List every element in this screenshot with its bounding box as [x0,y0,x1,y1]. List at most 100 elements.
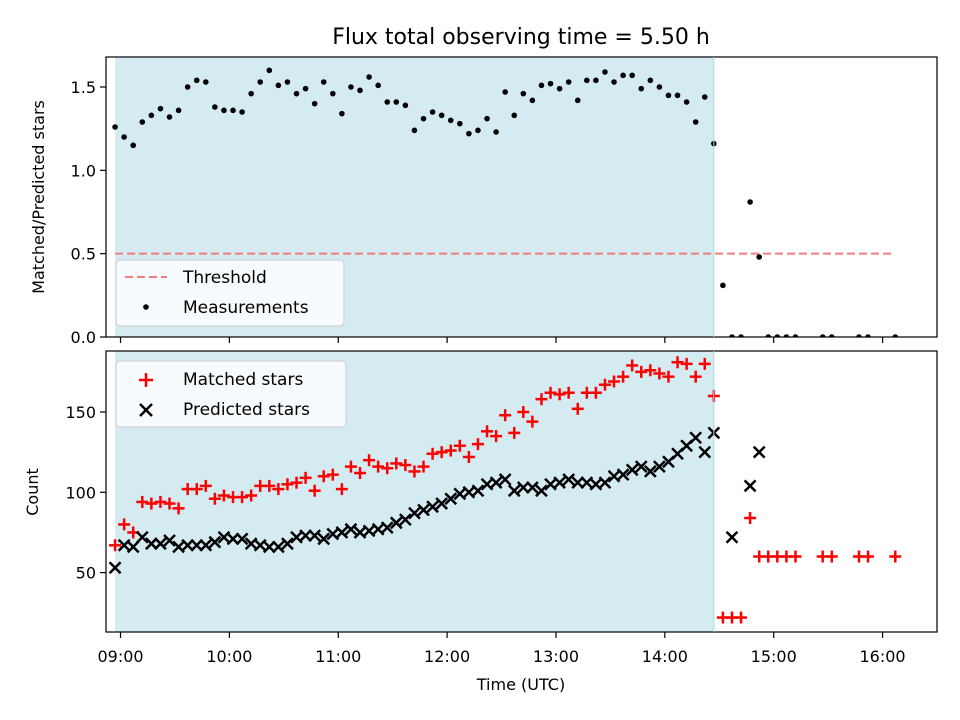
measurement-point [275,82,282,89]
bottom-y-axis-label: Count [23,468,42,516]
measurement-point [584,77,590,84]
predicted-star-point [625,463,639,477]
measurement-point [756,254,762,260]
matched-star-point [471,438,484,451]
matched-star-point [399,459,412,472]
matched-star-point [190,483,203,496]
predicted-star-point [426,500,439,514]
measurement-point [692,119,699,125]
measurement-point [284,79,291,85]
matched-star-point [263,479,276,492]
measurement-point [330,90,336,97]
matched-star-point [517,406,530,419]
top-panel-frame [105,56,938,338]
y-tick-label: 50 [76,564,96,583]
matched-star-point [136,495,149,508]
measurement-point [257,79,264,85]
legend-matched-label: Matched stars [183,370,303,390]
measurement-point [783,334,790,337]
matched-star-point [689,370,702,383]
bottom-y-axis: 50 100 150 [65,403,106,583]
matched-star-point [381,462,394,475]
predicted-star-point [408,506,421,520]
predicted-star-point [108,561,122,575]
measurement-point [493,129,499,135]
y-tick-label: 1.5 [71,78,96,97]
matched-star-point [326,468,339,481]
top-panel-marks [112,67,899,337]
predicted-star-point [562,473,576,486]
matched-star-point [408,465,421,478]
measurement-point [828,334,835,337]
measurement-point [339,110,345,117]
matched-star-point [662,370,675,383]
measurement-point [184,84,191,90]
measurement-point [484,115,490,122]
matched-star-point [490,430,503,443]
measurement-point [520,90,527,97]
measurement-point [683,99,690,105]
predicted-star-point [308,529,322,543]
predicted-star-point [489,476,503,490]
matched-star-point [481,425,494,438]
matched-star-point [889,550,902,563]
measurement-point [357,87,363,94]
matched-star-point [825,550,838,563]
measurement-point [611,79,617,85]
matched-star-point [626,359,639,372]
matched-star-point [245,489,258,502]
top-y-axis-label: Matched/Predicted stars [29,100,48,294]
predicted-star-point [444,492,458,506]
matched-star-point [735,611,748,624]
measurement-point [529,97,536,104]
measurement-point [738,334,744,337]
measurement-point [457,120,463,127]
matched-star-point [208,492,221,505]
predicted-star-point [498,473,512,486]
matched-star-point [698,357,711,370]
matched-star-point [526,415,539,428]
matched-star-point [535,393,548,406]
predicted-star-point [471,484,485,498]
chart-title: Flux total observing time = 5.50 h [332,25,710,50]
y-tick-label: 0.5 [71,245,96,264]
bottom-panel: 50 100 150 09:00 10:00 11:00 12:00 13:00 14:00 1… [23,350,938,694]
matched-star-point [453,439,466,452]
x-tick-label: 16:00 [860,647,906,666]
measurement-point [166,114,173,120]
predicted-star-point [126,540,140,554]
measurement-point [819,334,826,337]
matched-star-point [544,386,557,399]
measurement-point [384,99,391,105]
predicted-star-point [743,479,757,493]
predicted-star-point [199,538,213,552]
matched-star-point [617,370,630,383]
bottom-legend: Matched stars Predicted stars [115,360,347,428]
predicted-star-point [344,522,358,536]
measurement-point [221,107,227,114]
measurement-point [602,69,608,75]
predicted-star-point [507,484,521,498]
measurement-point [547,80,554,87]
matched-star-point [508,426,521,439]
measurement-point [311,100,318,107]
x-tick-label: 13:00 [533,647,579,666]
matched-star-point [571,402,584,415]
predicted-star-point [698,445,712,459]
measurement-point [865,334,871,337]
bottom-panel-frame [105,350,938,633]
legend-measurements-swatch [143,304,149,310]
matched-star-point [499,409,512,422]
predicted-star-point [335,526,349,539]
y-tick-label: 150 [65,403,96,422]
y-tick-label: 0.0 [71,328,96,347]
legend-predicted-label: Predicted stars [183,400,310,420]
predicted-star-point [380,521,394,535]
measurement-point [892,334,899,337]
measurement-point [792,334,799,337]
x-tick-label: 12:00 [424,647,470,666]
y-tick-label: 100 [65,483,96,502]
legend-predicted-swatch [139,403,153,417]
measurement-point [375,82,381,89]
predicted-star-point [598,476,612,490]
